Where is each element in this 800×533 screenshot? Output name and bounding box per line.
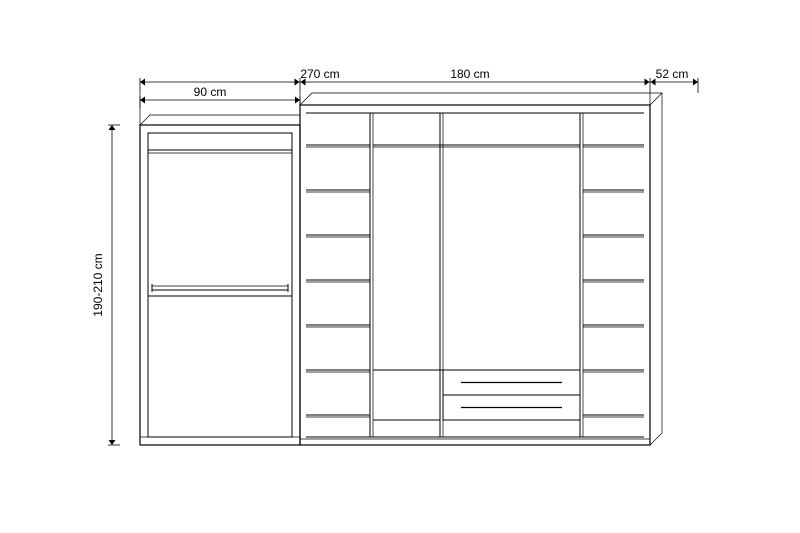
dimension-label: 190-210 cm <box>91 253 105 316</box>
dimension-vertical <box>108 125 120 445</box>
wardrobe-right-unit <box>300 93 662 445</box>
dimension-label: 90 cm <box>194 85 227 99</box>
wardrobe-left-unit <box>140 115 300 445</box>
dimension-label: 52 cm <box>656 67 689 81</box>
dimension-label: 180 cm <box>450 67 489 81</box>
dimension-label: 270 cm <box>300 67 339 81</box>
